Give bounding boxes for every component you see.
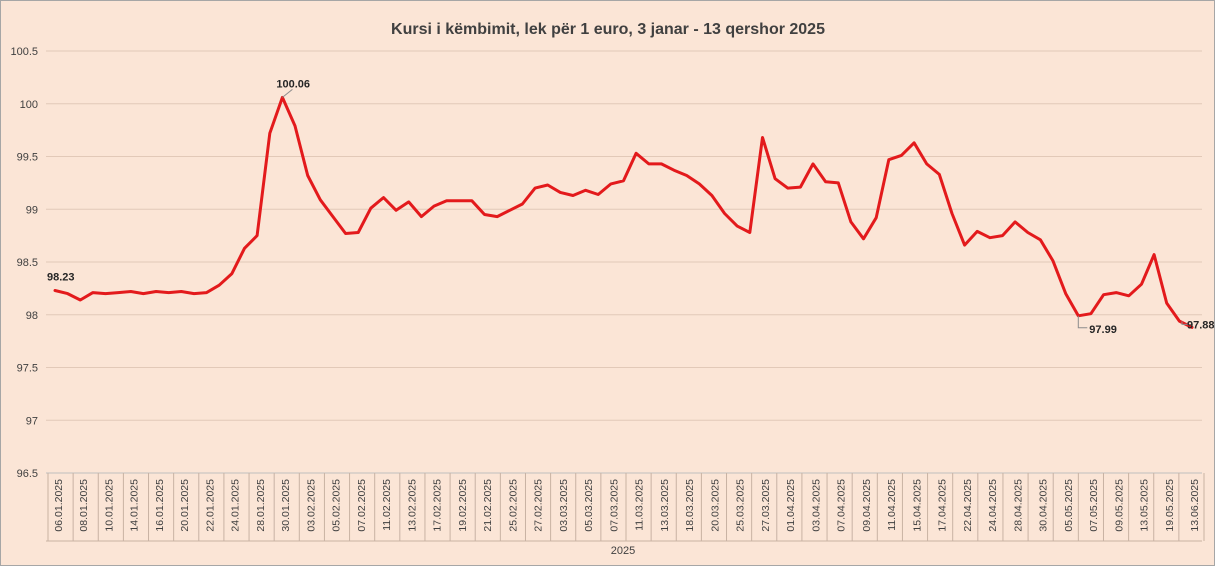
x-tick-label: 19.02.2025	[457, 479, 469, 532]
x-tick-label: 07.02.2025	[356, 479, 368, 532]
y-tick-label: 99	[26, 204, 38, 216]
x-tick-label: 09.05.2025	[1113, 479, 1125, 532]
grid	[46, 50, 1202, 474]
x-tick-label: 22.01.2025	[204, 479, 216, 532]
annotation-leader	[1181, 321, 1188, 325]
chart-title: Kursi i këmbimit, lek për 1 euro, 3 jana…	[391, 21, 825, 38]
y-tick-label: 99.5	[17, 152, 38, 164]
x-tick-label: 16.01.2025	[154, 479, 166, 532]
x-tick-label: 03.04.2025	[810, 479, 822, 532]
x-tick-label: 13.02.2025	[406, 479, 418, 532]
x-tick-label: 25.02.2025	[507, 479, 519, 532]
x-tick-label: 07.03.2025	[608, 479, 620, 532]
x-tick-label: 30.01.2025	[280, 479, 292, 532]
x-tick-label: 22.04.2025	[962, 479, 974, 532]
x-tick-label: 21.02.2025	[482, 479, 494, 532]
x-tick-label: 11.03.2025	[634, 479, 646, 531]
x-tick-label: 15.04.2025	[911, 479, 923, 532]
data-label: 97.99	[1089, 324, 1117, 336]
y-tick-label: 97.5	[17, 363, 38, 375]
x-tick-label: 28.04.2025	[1012, 479, 1024, 532]
y-tick-label: 96.5	[17, 468, 38, 480]
annotation-leader	[1077, 315, 1088, 329]
y-tick-label: 97	[26, 415, 38, 427]
x-tick-label: 13.03.2025	[659, 479, 671, 532]
x-tick-label: 20.01.2025	[179, 479, 191, 532]
data-label: 98.23	[47, 271, 75, 283]
x-tick-label: 27.03.2025	[760, 479, 772, 532]
x-tick-label: 19.05.2025	[1164, 479, 1176, 532]
y-axis: 96.5 97 97.5 98 98.5 99 99.5 100 100.5	[10, 46, 38, 480]
x-tick-label: 24.01.2025	[230, 479, 242, 532]
exchange-rate-line	[53, 95, 1194, 329]
x-tick-label: 28.01.2025	[255, 479, 267, 532]
x-tick-label: 24.04.2025	[987, 479, 999, 532]
x-tick-label: 13.05.2025	[1139, 479, 1151, 532]
x-tick-label: 20.03.2025	[709, 479, 721, 532]
x-tick-label: 17.04.2025	[937, 479, 949, 532]
x-axis-group-label: 2025	[611, 545, 635, 557]
y-tick-label: 98.5	[17, 257, 38, 269]
x-tick-label: 01.04.2025	[785, 479, 797, 532]
x-tick-label: 17.02.2025	[432, 479, 444, 532]
y-tick-label: 100.5	[10, 46, 38, 58]
x-tick-label: 25.03.2025	[735, 479, 747, 532]
annotations: 98.23 100.06 97.99 97.88	[47, 78, 1214, 335]
x-tick-label: 07.04.2025	[836, 479, 848, 532]
x-tick-label: 03.02.2025	[305, 479, 317, 532]
x-tick-label: 05.05.2025	[1063, 479, 1075, 532]
x-tick-label: 10.01.2025	[103, 479, 115, 532]
x-tick-label: 03.03.2025	[558, 479, 570, 532]
x-tick-label: 14.01.2025	[129, 479, 141, 532]
x-tick-label: 08.01.2025	[78, 479, 90, 532]
x-tick-label: 30.04.2025	[1038, 479, 1050, 532]
y-tick-label: 100	[20, 99, 38, 111]
data-label: 97.88	[1187, 319, 1214, 331]
annotation-leader	[282, 89, 293, 98]
series	[53, 95, 1194, 329]
x-tick-label: 09.04.2025	[861, 479, 873, 532]
x-tick-label: 05.02.2025	[331, 479, 343, 532]
x-tick-label: 13.06.2025	[1189, 479, 1201, 532]
x-axis: 06.01.2025 08.01.2025 10.01.2025 14.01.2025…	[46, 472, 1205, 542]
x-tick-label: 11.04.2025	[886, 479, 898, 531]
y-tick-label: 98	[26, 310, 38, 322]
x-tick-label: 07.05.2025	[1088, 479, 1100, 532]
x-tick-label: 05.03.2025	[583, 479, 595, 532]
x-tick-label: 11.02.2025	[381, 479, 393, 531]
x-tick-label: 06.01.2025	[53, 479, 65, 532]
data-label: 100.06	[276, 78, 310, 90]
x-tick-label: 27.02.2025	[533, 479, 545, 532]
x-tick-label: 18.03.2025	[684, 479, 696, 532]
